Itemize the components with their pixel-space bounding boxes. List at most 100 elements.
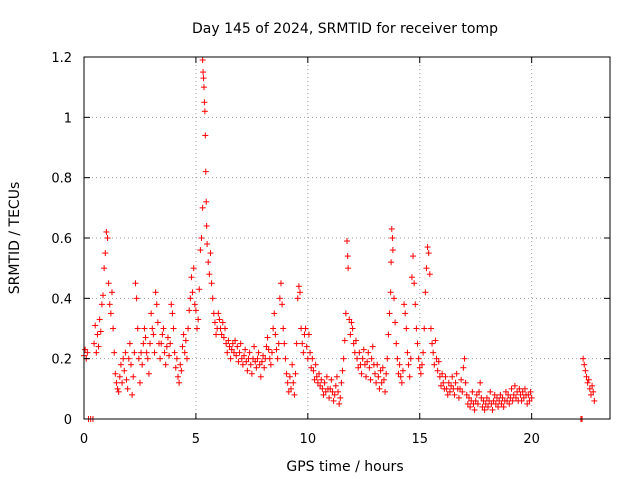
- data-point: [363, 373, 370, 380]
- data-point: [479, 403, 486, 410]
- data-point: [382, 388, 389, 395]
- data-point: [408, 274, 415, 281]
- data-point: [98, 301, 105, 308]
- data-point: [218, 331, 225, 338]
- data-point: [335, 388, 342, 395]
- data-point: [476, 388, 483, 395]
- data-point: [169, 310, 176, 317]
- data-point: [589, 382, 596, 389]
- data-point: [294, 295, 301, 302]
- data-point: [125, 355, 132, 362]
- data-point: [283, 370, 290, 377]
- data-point: [469, 388, 476, 395]
- data-point: [152, 289, 159, 296]
- data-point: [485, 403, 492, 410]
- data-point: [449, 373, 456, 380]
- data-point: [112, 370, 119, 377]
- data-point: [142, 334, 149, 341]
- data-point: [187, 295, 194, 302]
- data-point: [300, 349, 307, 356]
- data-point: [289, 361, 296, 368]
- data-point: [487, 388, 494, 395]
- data-point: [201, 99, 208, 106]
- data-point: [350, 340, 357, 347]
- data-point: [190, 265, 197, 272]
- data-point: [162, 361, 169, 368]
- data-point: [121, 367, 128, 374]
- data-point: [232, 337, 239, 344]
- data-point: [463, 391, 470, 398]
- data-point: [452, 379, 459, 386]
- data-point: [311, 376, 318, 383]
- data-point: [310, 367, 317, 374]
- data-point: [107, 310, 114, 317]
- data-point: [502, 388, 509, 395]
- data-point: [183, 355, 190, 362]
- data-point: [170, 325, 177, 332]
- x-axis-label: GPS time / hours: [286, 459, 403, 475]
- y-tick-label: 0.6: [51, 232, 72, 247]
- data-point: [299, 340, 306, 347]
- data-point: [108, 289, 115, 296]
- data-point: [347, 331, 354, 338]
- data-point: [224, 349, 231, 356]
- data-point: [348, 319, 355, 326]
- data-point: [230, 349, 237, 356]
- data-point: [525, 391, 532, 398]
- y-tick-label: 0: [64, 413, 72, 428]
- data-point: [141, 325, 148, 332]
- data-point: [490, 397, 497, 404]
- data-point: [185, 325, 192, 332]
- data-point: [226, 343, 233, 350]
- data-point: [225, 337, 232, 344]
- data-point: [581, 361, 588, 368]
- data-point: [465, 394, 472, 401]
- data-point: [421, 325, 428, 332]
- data-point: [371, 370, 378, 377]
- data-point: [439, 370, 446, 377]
- data-point: [415, 355, 422, 362]
- data-point: [128, 361, 135, 368]
- data-point: [313, 373, 320, 380]
- data-point: [377, 367, 384, 374]
- data-point: [265, 346, 272, 353]
- data-point: [131, 349, 138, 356]
- data-point: [103, 228, 110, 235]
- data-point: [213, 331, 220, 338]
- data-point: [239, 361, 246, 368]
- data-point: [445, 379, 452, 386]
- data-point: [117, 361, 124, 368]
- data-point: [149, 325, 156, 332]
- data-point: [197, 247, 204, 254]
- data-point: [482, 400, 489, 407]
- data-point: [491, 391, 498, 398]
- data-point: [591, 397, 598, 404]
- x-tick-label: 20: [523, 432, 540, 447]
- data-point: [271, 310, 278, 317]
- data-point: [499, 394, 506, 401]
- data-point: [520, 394, 527, 401]
- data-point: [329, 388, 336, 395]
- data-point: [396, 361, 403, 368]
- data-point: [312, 361, 319, 368]
- data-point: [509, 397, 516, 404]
- data-point: [477, 379, 484, 386]
- data-point: [253, 364, 260, 371]
- data-point: [205, 259, 212, 266]
- data-point: [202, 168, 209, 175]
- data-point: [391, 295, 398, 302]
- data-point: [139, 361, 146, 368]
- data-point: [344, 253, 351, 260]
- data-point: [316, 370, 323, 377]
- data-point: [270, 325, 277, 332]
- data-point: [172, 364, 179, 371]
- data-point: [194, 325, 201, 332]
- data-point: [430, 349, 437, 356]
- data-point: [145, 370, 152, 377]
- data-point: [291, 391, 298, 398]
- data-point: [295, 283, 302, 290]
- data-point: [318, 376, 325, 383]
- data-point: [282, 355, 289, 362]
- data-point: [237, 340, 244, 347]
- data-point: [115, 388, 122, 395]
